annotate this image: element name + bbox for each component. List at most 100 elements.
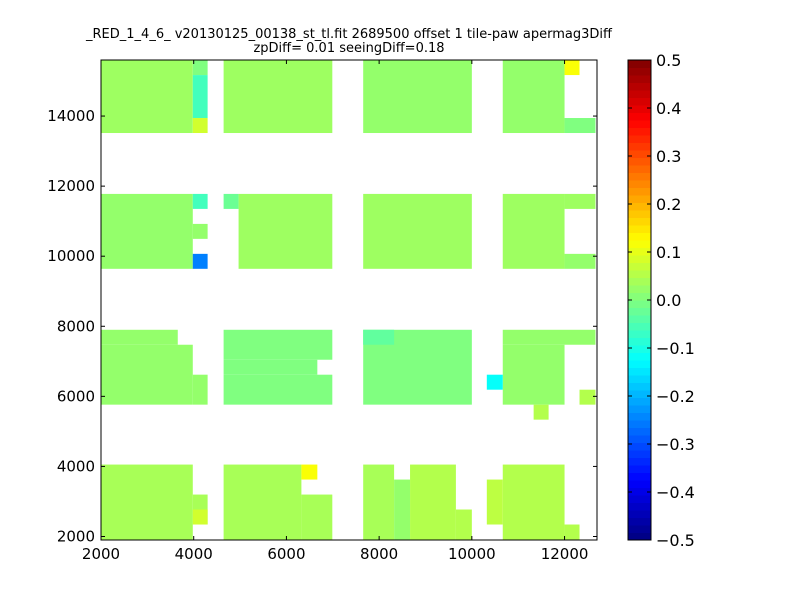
colorbar-segment [628,292,651,301]
heatmap-cell [363,193,472,269]
heatmap-cell [223,374,333,405]
heatmap-cell [192,374,208,405]
colorbar-tick-label: −0.1 [656,339,695,358]
colorbar-segment [628,457,651,466]
heatmap-cell [579,389,596,405]
heatmap-cell [564,253,596,269]
y-tick-label: 2000 [57,527,95,545]
colorbar-segment [628,225,651,233]
colorbar-segment [628,472,651,481]
colorbar-segment [628,510,651,518]
colorbar-segment [628,442,651,451]
heatmap-cell [564,118,596,134]
heatmap-cell [101,329,178,345]
heatmap-cell [192,75,208,119]
colorbar-segment [628,397,651,406]
colorbar-segment [628,127,651,136]
colorbar-segment [628,382,651,391]
y-axis: 2000 4000 6000 8000 10000 12000 14000 [47,107,597,545]
colorbar-segment [628,75,651,83]
colorbar-segment [628,180,651,188]
heatmap-cell [502,329,596,345]
heatmap-cell [223,359,318,375]
colorbar-segment [628,367,651,376]
heatmap-cell [502,344,565,405]
colorbar-segment [628,150,651,158]
colorbar-segment [628,352,651,361]
colorbar-tick-label: −0.2 [656,387,695,406]
colorbar-segment [628,157,651,166]
heatmap-cell [394,479,411,540]
colorbar-segment [628,135,651,143]
colorbar-segment [628,112,651,121]
colorbar-segment [628,525,651,533]
colorbar-segment [628,345,651,353]
colorbar-segment [628,90,651,98]
heatmap-cell [101,464,193,540]
chart-subtitle: zpDiff= 0.01 seeingDiff=0.18 [253,41,444,56]
colorbar-segment [628,532,651,541]
colorbar-segment [628,165,651,173]
colorbar-segment [628,105,651,113]
heatmap-cell [192,223,208,239]
heatmap-cell [363,464,395,540]
colorbar-tick-label: 0.4 [656,99,681,118]
colorbar-segment [628,232,651,241]
heatmap-cell [486,374,503,390]
colorbar-segment [628,322,651,331]
colorbar-segment [628,412,651,421]
colorbar-segment [628,300,651,308]
colorbar-segment [628,187,651,196]
heatmap-cell [363,60,472,134]
heatmap-cell [223,193,239,209]
colorbar-segment [628,202,651,211]
colorbar-tick-label: 0.1 [656,243,681,262]
colorbar: 0.5 0.4 0.3 0.2 0.1 0.0 −0.1 −0.2 −0.3 −0.4 −0.5 [627,51,695,550]
heatmap-cell [238,193,333,269]
colorbar-segment [628,60,651,68]
x-tick-label: 4000 [175,545,213,563]
x-tick-label: 2000 [82,545,120,563]
heatmap-cell [455,509,472,540]
colorbar-segment [628,465,651,473]
colorbar-segment [628,262,651,271]
x-axis: 2000 4000 6000 8000 10000 12000 [82,60,588,563]
colorbar-segment [628,435,651,443]
colorbar-segment [628,405,651,413]
colorbar-segment [628,240,651,248]
colorbar-segment [628,337,651,346]
heatmap-cell [223,60,333,134]
plot-frame [100,59,598,541]
heatmap-cell [192,509,208,525]
colorbar-segment [628,277,651,286]
y-tick-label: 12000 [47,177,95,195]
heatmap-cell [564,193,596,209]
heatmap-cell [192,253,208,269]
heatmap-cell [564,524,580,540]
colorbar-segment [628,487,651,496]
colorbar-segment [628,255,651,263]
y-tick-label: 8000 [57,317,95,335]
heatmap-cell [486,479,503,525]
heatmap-cell [533,404,549,420]
heatmap-cell [223,329,333,360]
colorbar-tick-label: −0.4 [656,483,695,502]
heatmap-cell [101,344,193,405]
y-tick-label: 4000 [57,457,95,475]
colorbar-tick-label: 0.0 [656,291,681,310]
colorbar-segment [628,502,651,511]
heatmap-cells [101,60,596,540]
colorbar-tick-label: −0.5 [656,531,695,550]
heatmap-cell [502,464,565,540]
x-tick-label: 8000 [360,545,398,563]
heatmap-cell [502,60,565,134]
colorbar-segment [628,247,651,256]
colorbar-segment [628,495,651,503]
heatmap-cell [101,193,193,269]
heatmap-cell [101,60,193,134]
heatmap-cell [223,464,302,540]
chart-title: _RED_1_4_6_ v20130125_00138_st_tl.fit 26… [85,27,613,42]
heatmap-cell [192,193,208,209]
colorbar-segment [628,360,651,368]
